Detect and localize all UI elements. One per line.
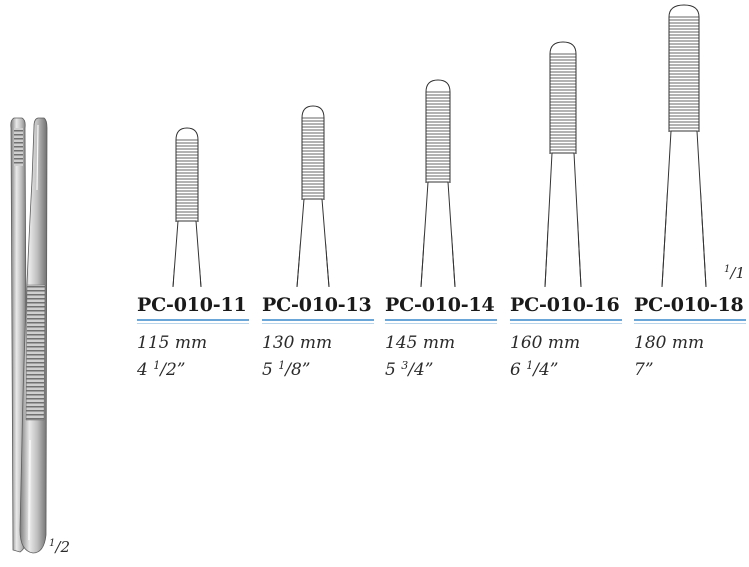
code-underline: [385, 319, 497, 321]
scale-label-half: 1/2: [49, 538, 70, 556]
serrated-tip-detail-icon: [172, 4, 707, 288]
product-code: PC-010-18: [634, 294, 744, 316]
code-underline: [510, 319, 622, 321]
length-inch: 4 1/2”: [137, 359, 186, 380]
product-code: PC-010-13: [262, 294, 372, 316]
scale-label-full: 1/1: [724, 264, 745, 282]
code-underline: [634, 319, 746, 321]
length-mm: 115 mm: [137, 333, 208, 353]
product-pc-010-13: PC-010-13 130 mm 5 1/8”: [262, 294, 374, 380]
product-code: PC-010-16: [510, 294, 620, 316]
product-code: PC-010-11: [137, 294, 247, 316]
length-inch: 5 1/8”: [262, 359, 311, 380]
product-code: PC-010-14: [385, 294, 495, 316]
product-pc-010-16: PC-010-16 160 mm 6 1/4”: [510, 294, 622, 380]
length-inch: 6 1/4”: [510, 359, 559, 380]
length-inch: 5 3/4”: [385, 359, 434, 380]
product-pc-010-18: PC-010-18 180 mm 7”: [634, 294, 746, 380]
code-underline: [137, 319, 249, 321]
length-mm: 130 mm: [262, 333, 333, 353]
product-pc-010-11: PC-010-11 115 mm 4 1/2”: [137, 294, 249, 380]
code-underline: [262, 319, 374, 321]
product-pc-010-14: PC-010-14 145 mm 5 3/4”: [385, 294, 497, 380]
length-mm: 180 mm: [634, 333, 705, 353]
length-inch: 7”: [634, 360, 654, 380]
length-mm: 160 mm: [510, 333, 581, 353]
dressing-forceps-icon: [10, 117, 48, 554]
length-mm: 145 mm: [385, 333, 456, 353]
